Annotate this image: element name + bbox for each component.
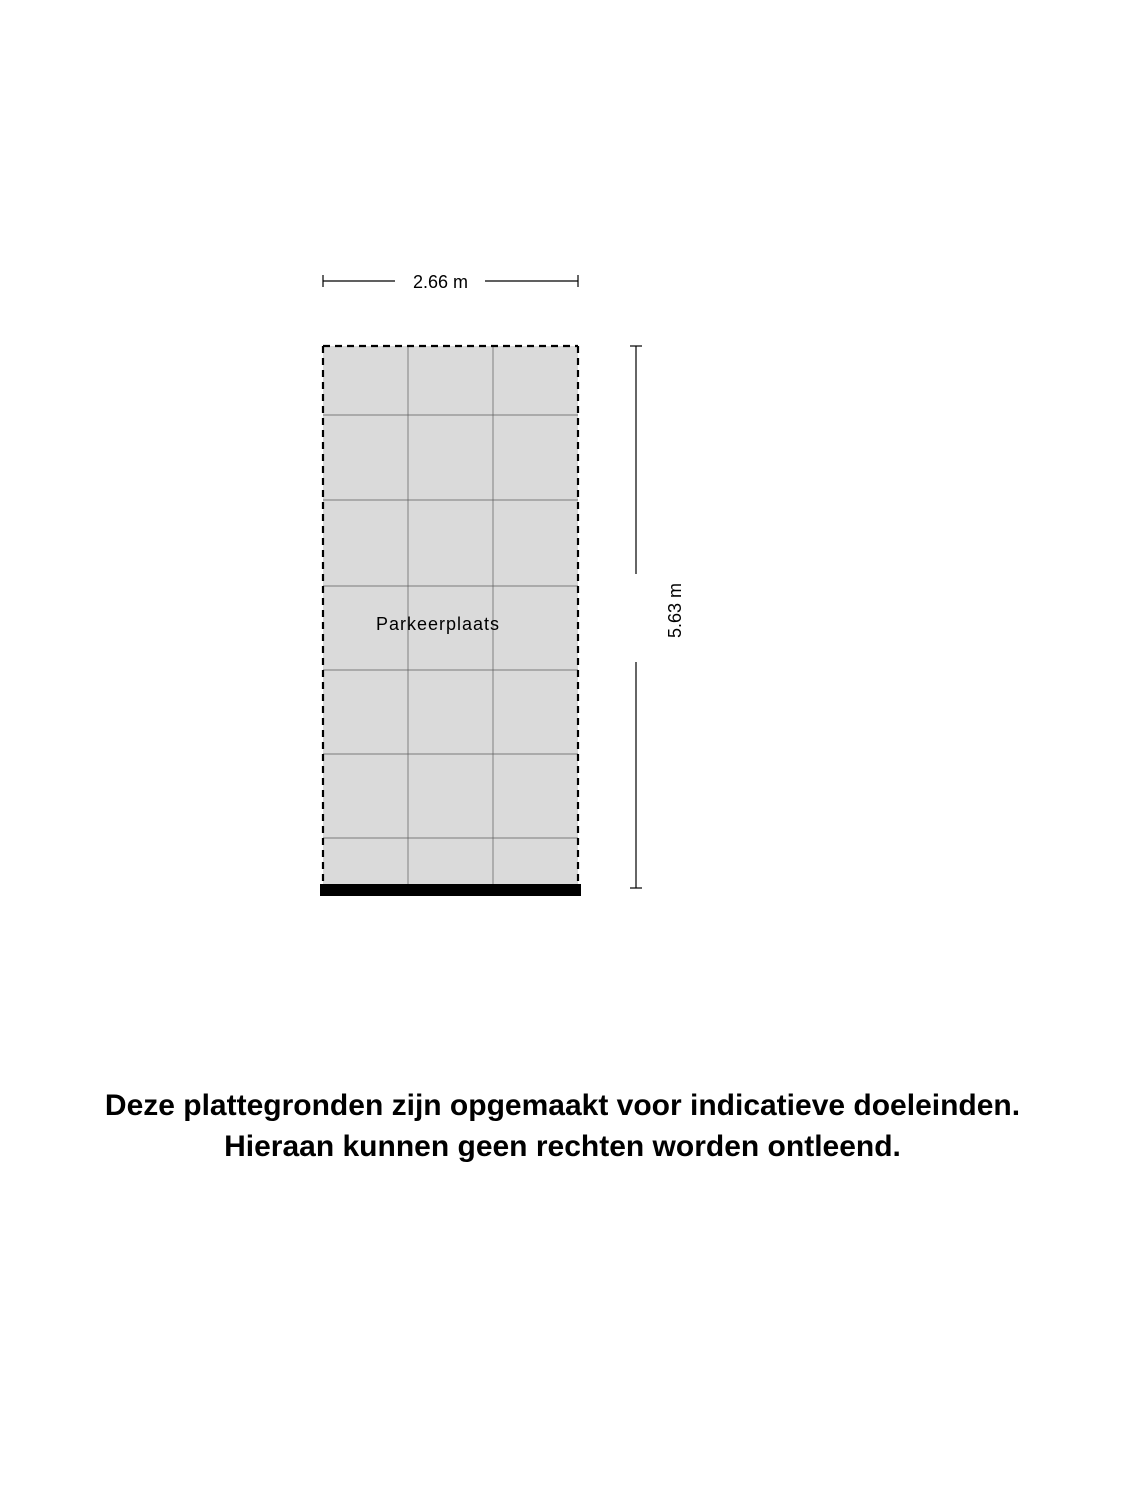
disclaimer-line-2: Hieraan kunnen geen rechten worden ontle… <box>224 1130 901 1163</box>
floorplan-diagram: 2.66 m 5.63 m Parkeerplaats Deze platteg… <box>0 0 1125 1500</box>
room-label: Parkeerplaats <box>376 614 500 635</box>
floorplan-svg <box>0 0 1125 1500</box>
disclaimer-line-1: Deze plattegronden zijn opgemaakt voor i… <box>105 1089 1020 1122</box>
height-dimension-label: 5.63 m <box>665 583 686 638</box>
bottom-wall-bar <box>320 884 581 896</box>
disclaimer-text: Deze plattegronden zijn opgemaakt voor i… <box>0 1086 1125 1167</box>
width-dimension-label: 2.66 m <box>413 272 468 293</box>
